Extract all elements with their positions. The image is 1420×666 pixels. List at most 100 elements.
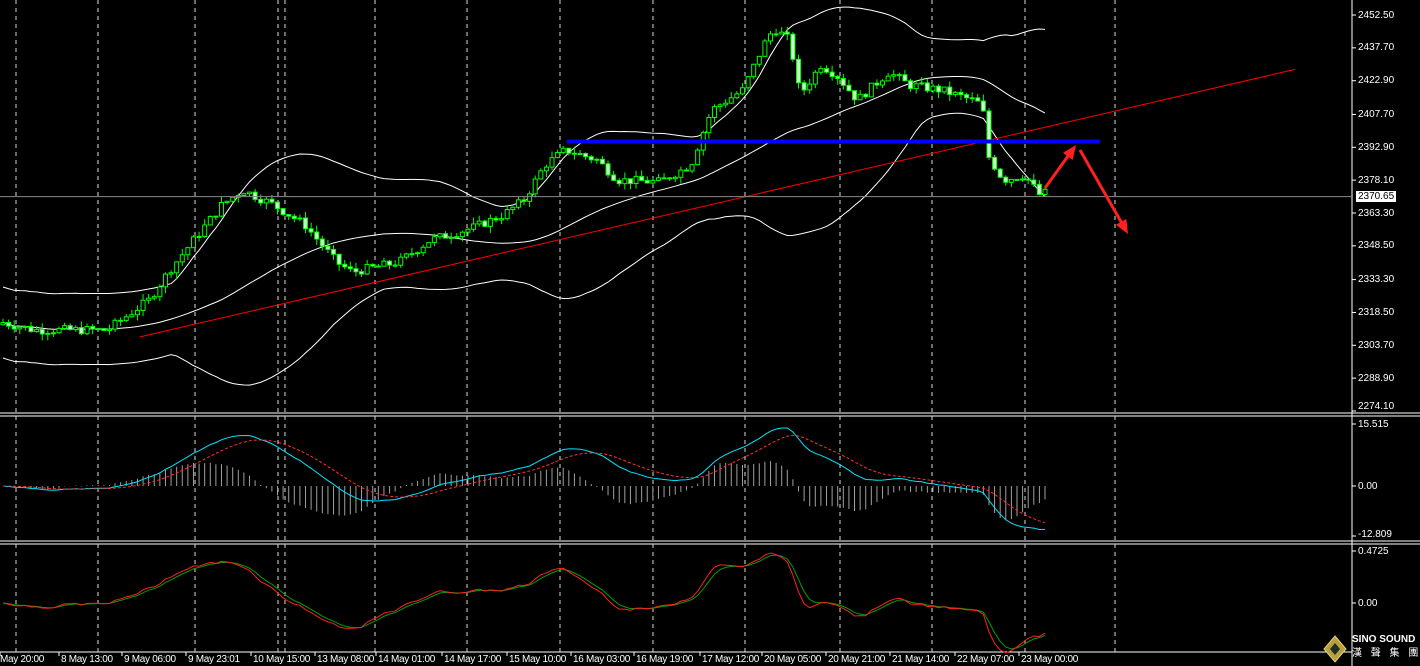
candle-body [487,217,493,227]
candle-body [695,149,701,166]
candle-body [504,208,510,220]
candle-body [448,236,454,239]
candle-body [762,40,768,57]
time-tick-label: 8 May 13:00 [61,654,113,665]
candle-body [73,327,79,331]
candle-body [39,328,45,335]
candle-body [532,178,538,195]
time-tick-label: 9 May 06:00 [124,654,176,665]
candle-body [661,177,667,180]
candle-body [1003,176,1009,183]
candle-body [45,332,51,335]
trendline [139,68,1296,338]
candle-body [112,319,118,330]
candle-body [375,265,381,268]
candle-body [650,179,656,184]
candle-body [639,175,645,181]
candle-body [0,322,6,326]
candle-body [930,85,936,92]
candle-body [975,97,981,102]
oscillator-tick-label: 0.00 [1358,597,1378,609]
candle-body [146,297,152,301]
candle-body [207,215,213,226]
time-tick-label: 22 May 07:00 [957,654,1014,665]
candle-body [672,176,678,180]
candle-body [880,80,886,86]
arrow-down-head [1115,218,1128,234]
candle-body [364,263,370,275]
candle-body [723,102,729,106]
candle-body [218,201,224,217]
time-tick-label: May 20:00 [0,654,44,665]
candle-body [549,157,555,168]
price-tick-label: 2378.10 [1358,174,1395,186]
candle-body [190,236,196,249]
logo-sub: 漢 聲 集 團 [1352,648,1420,659]
candle-body [123,316,129,321]
candle-body [796,58,802,84]
candle-body [95,328,101,331]
time-tick-label: 9 May 23:01 [188,654,240,665]
oscillator-tick-label: 0.4725 [1358,546,1389,557]
candle-body [829,71,835,77]
price-tick-label: 2392.90 [1358,141,1395,153]
price-tick-label: 2348.50 [1358,240,1395,252]
candle-body [683,169,689,172]
time-tick-label: 10 May 15:00 [253,654,310,665]
candle-body [129,314,135,318]
candle-body [846,84,852,92]
oscillator-slow-line [2,554,1046,650]
candle-body [476,220,482,225]
bollinger-lower [2,112,1046,386]
candle-body [958,91,964,96]
candle-body [168,272,174,275]
candle-body [1031,179,1037,185]
candle-body [319,238,325,247]
candle-body [415,252,421,255]
candle-body [913,83,919,90]
candle-body [297,217,303,220]
candle-body [997,168,1003,178]
time-tick-label: 15 May 10:00 [509,654,566,665]
candle-body [986,110,992,158]
candle-body [835,75,841,80]
candle-body [952,91,958,96]
candle-body [868,82,874,98]
candle-body [106,328,112,331]
candle-body [11,325,17,330]
candle-body [185,247,191,256]
candle-body [454,236,460,239]
candle-body [403,253,409,258]
candle-body [157,286,163,298]
arrow-up-shaft [1043,150,1073,189]
candle-body [857,93,863,101]
candle-body [291,215,297,220]
candle-body [588,156,594,161]
bollinger-middle [2,75,1046,330]
current-price-label: 2370.65 [1356,191,1397,203]
candle-body [594,158,600,161]
candle-body [605,163,611,176]
candle-body [969,97,975,100]
candle-body [162,273,168,288]
price-tick-label: 2288.90 [1358,372,1395,384]
candle-body [28,325,34,333]
candle-body [1020,178,1026,181]
sino-sound-logo: SINO SOUND 漢 聲 集 團 [1322,632,1420,666]
candle-body [224,200,230,203]
candle-body [263,198,269,204]
candle-body [174,261,180,274]
candle-body [941,86,947,93]
price-tick-label: 2422.90 [1358,75,1395,87]
macd-signal-line [2,434,1046,524]
candle-body [482,220,488,227]
time-tick-label: 17 May 12:00 [702,654,759,665]
candle-body [779,31,785,35]
candle-body [571,152,577,155]
candle-body [667,177,673,180]
candle-body [459,231,465,238]
candle-body [521,199,527,202]
candle-body [241,193,247,196]
candle-body [246,191,252,195]
